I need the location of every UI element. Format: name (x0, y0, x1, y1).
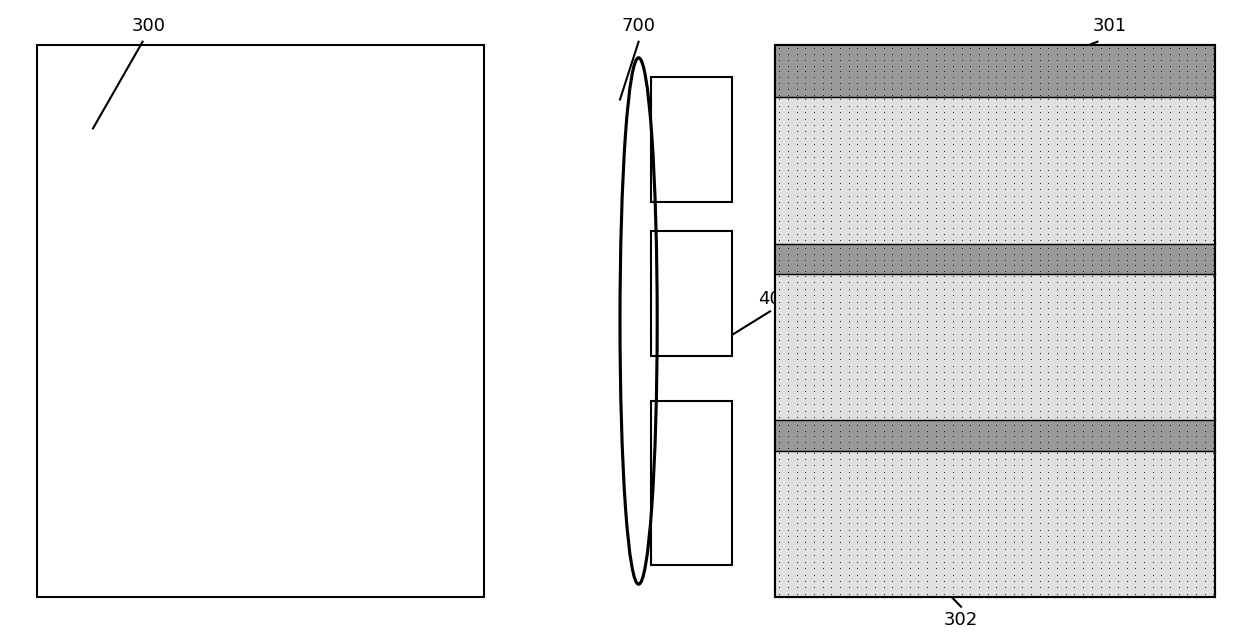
Bar (775, 244, 1215, 274)
Bar (775, 45, 1215, 597)
Bar (775, 45, 1215, 98)
Text: 300: 300 (131, 17, 166, 35)
Text: 302: 302 (944, 611, 978, 629)
Text: 301: 301 (1092, 17, 1127, 35)
Bar (651, 401, 732, 565)
Bar (775, 98, 1215, 244)
Text: 400: 400 (758, 290, 792, 308)
Bar (775, 274, 1215, 421)
Bar (775, 45, 1215, 597)
Bar (775, 421, 1215, 451)
Bar (775, 451, 1215, 597)
Text: 700: 700 (621, 17, 656, 35)
Bar (37, 45, 484, 597)
Bar (651, 77, 732, 202)
Bar (651, 231, 732, 356)
